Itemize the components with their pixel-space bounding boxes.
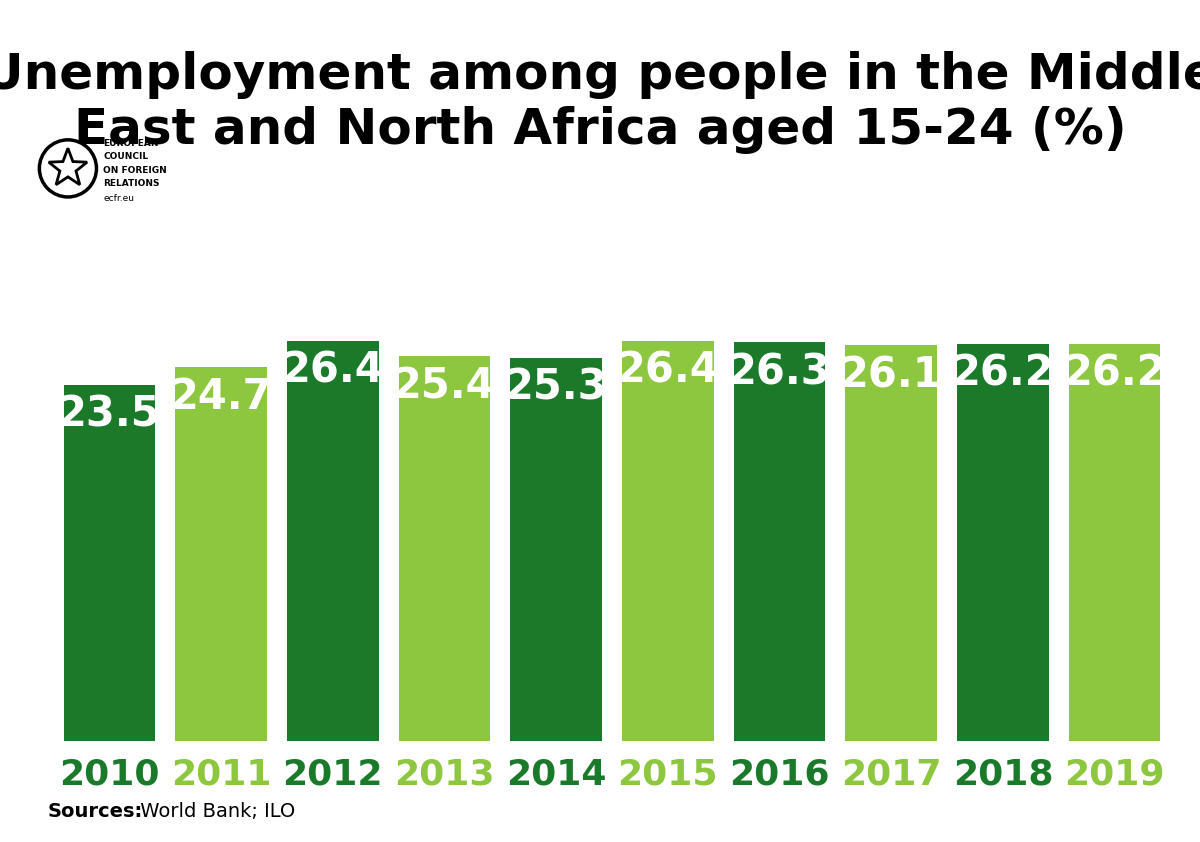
Bar bbox=[958, 344, 1049, 741]
Bar bbox=[510, 358, 602, 741]
Text: ON FOREIGN: ON FOREIGN bbox=[103, 166, 167, 174]
Text: 26.1: 26.1 bbox=[840, 354, 942, 397]
Text: COUNCIL: COUNCIL bbox=[103, 152, 149, 161]
Text: Sources:: Sources: bbox=[48, 802, 143, 821]
Bar bbox=[64, 385, 155, 741]
Bar bbox=[846, 345, 937, 741]
Bar bbox=[287, 341, 378, 741]
Text: 26.4: 26.4 bbox=[617, 350, 719, 392]
Bar bbox=[1069, 344, 1160, 741]
Text: 26.2: 26.2 bbox=[1063, 353, 1166, 395]
Text: World Bank; ILO: World Bank; ILO bbox=[134, 802, 295, 821]
Text: Unemployment among people in the Middle
East and North Africa aged 15-24 (%): Unemployment among people in the Middle … bbox=[0, 51, 1200, 154]
Text: 25.3: 25.3 bbox=[505, 366, 607, 408]
Text: RELATIONS: RELATIONS bbox=[103, 179, 160, 188]
Text: ecfr.eu: ecfr.eu bbox=[103, 195, 134, 203]
Text: EUROPEAN: EUROPEAN bbox=[103, 139, 158, 147]
Text: 26.4: 26.4 bbox=[282, 350, 384, 392]
Text: 26.3: 26.3 bbox=[728, 351, 830, 393]
Bar bbox=[175, 366, 266, 741]
Text: 25.4: 25.4 bbox=[394, 365, 496, 407]
Bar bbox=[733, 343, 826, 741]
Text: 26.2: 26.2 bbox=[952, 353, 1055, 395]
Text: 24.7: 24.7 bbox=[169, 376, 272, 418]
Bar bbox=[398, 356, 491, 741]
Text: 23.5: 23.5 bbox=[58, 394, 161, 436]
Bar bbox=[622, 341, 714, 741]
